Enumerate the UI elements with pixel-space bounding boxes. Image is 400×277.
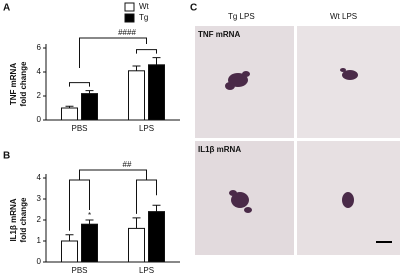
bracket <box>79 169 147 180</box>
error-bar <box>65 105 74 108</box>
y-tick-label: 4 <box>37 67 42 76</box>
error-bar <box>152 204 161 212</box>
y-tick-label: 1 <box>37 236 42 245</box>
error-bar <box>132 217 141 229</box>
bar <box>61 107 78 121</box>
legend-swatch <box>124 2 135 12</box>
x-tick-label: LPS <box>139 266 154 275</box>
bracket <box>69 179 90 231</box>
bar <box>61 240 78 263</box>
y-tick-label: 3 <box>37 194 42 203</box>
x-tick-label: PBS <box>71 124 87 133</box>
bar <box>128 70 145 121</box>
bracket <box>79 37 147 68</box>
bracket <box>136 49 157 54</box>
y-tick-label: 0 <box>37 257 42 266</box>
bracket <box>69 82 90 87</box>
y-tick-label: 6 <box>37 43 42 52</box>
annotation: ## <box>123 160 132 169</box>
error-bar <box>132 65 141 71</box>
legend-label: Wt <box>139 2 150 11</box>
x-tick-label: PBS <box>71 266 87 275</box>
bar <box>128 227 145 263</box>
stain <box>225 68 358 213</box>
y-axis-label: fold change <box>19 197 28 242</box>
bar <box>81 93 98 121</box>
error-bar <box>85 219 94 225</box>
annotation: #### <box>118 28 136 37</box>
bar <box>148 211 165 263</box>
column-label: Wt LPS <box>330 12 357 21</box>
panel-label: B <box>3 151 10 162</box>
error-bar <box>85 90 94 94</box>
bar <box>148 64 165 121</box>
legend-swatch <box>124 13 135 23</box>
micrograph-grid: Tg LPS Wt LPS TNF mRNA IL1β mRNA <box>195 12 400 255</box>
y-tick-label: 2 <box>37 91 42 100</box>
row-label: IL1β mRNA <box>198 145 241 154</box>
x-tick-label: LPS <box>139 124 154 133</box>
y-axis-label: TNF mRNA <box>9 63 18 105</box>
row-label: TNF mRNA <box>198 30 240 39</box>
panel-label: A <box>3 3 10 14</box>
error-bar <box>65 234 74 241</box>
y-tick-label: 4 <box>37 173 42 182</box>
bracket <box>136 179 157 214</box>
micrograph <box>297 26 400 138</box>
error-bar <box>152 57 161 65</box>
legend-label: Tg <box>139 13 148 22</box>
annotation: * <box>88 211 91 220</box>
y-axis-label: IL1β mRNA <box>9 198 18 241</box>
y-tick-label: 0 <box>37 115 42 124</box>
y-axis-label: fold change <box>19 61 28 106</box>
column-label: Tg LPS <box>228 12 255 21</box>
bar <box>81 223 98 263</box>
panel-label: C <box>190 3 197 14</box>
y-tick-label: 2 <box>37 215 42 224</box>
